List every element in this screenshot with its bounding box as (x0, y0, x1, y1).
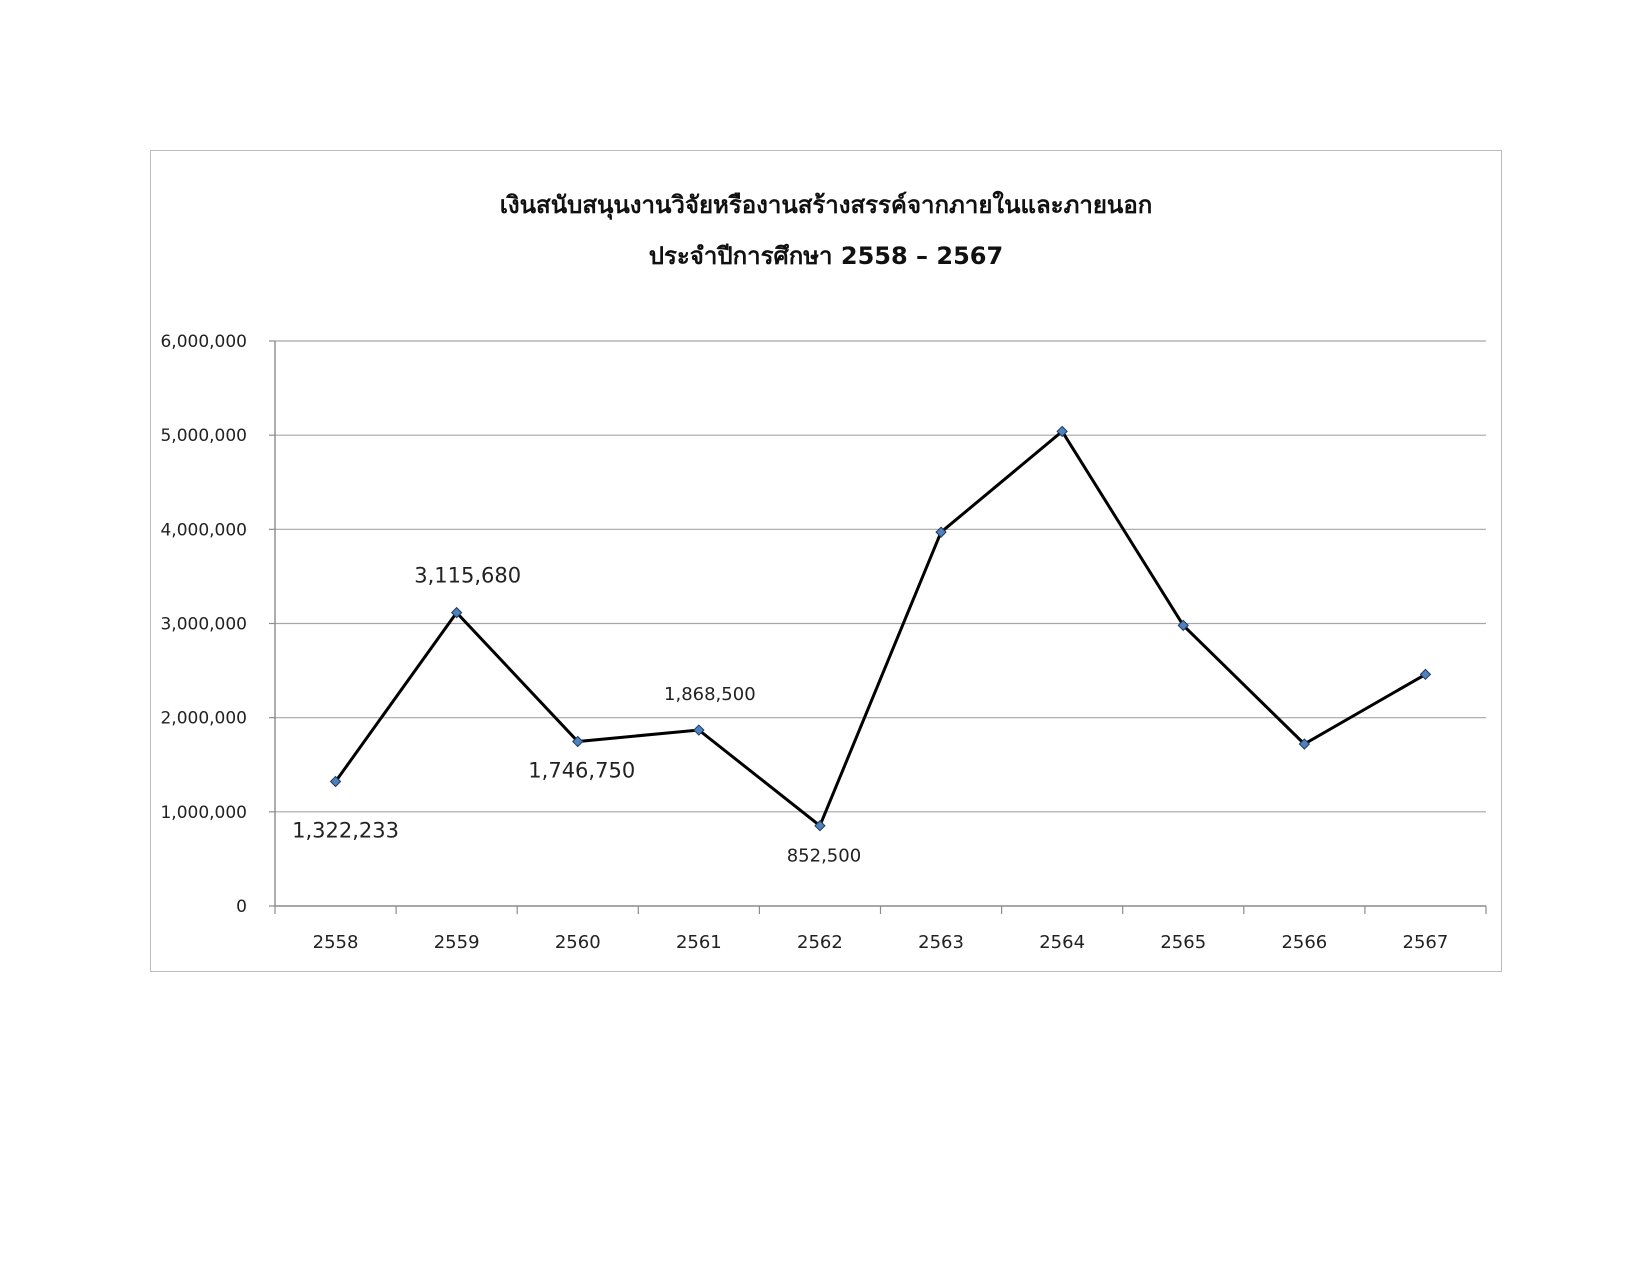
y-tick-label: 6,000,000 (160, 332, 247, 352)
data-point-marker (329, 775, 342, 788)
y-tick-labels: 0 1,000,000 2,000,000 3,000,000 4,000,000 5,0… (160, 332, 247, 917)
y-tick-label: 1,000,000 (160, 803, 247, 823)
x-tick-label: 2566 (1281, 932, 1327, 953)
data-point-marker (935, 526, 947, 538)
x-tick-label: 2563 (918, 932, 964, 953)
x-tick-label: 2562 (797, 932, 843, 953)
x-tick-label: 2561 (676, 932, 722, 953)
series-line (334, 429, 1427, 829)
y-tick-label: 5,000,000 (160, 426, 247, 446)
data-point-marker (1056, 425, 1068, 438)
data-label: 3,115,680 (414, 564, 521, 588)
data-point-marker (572, 735, 584, 748)
gridlines (275, 340, 1486, 813)
data-point-marker (1419, 668, 1432, 681)
y-tick-label: 0 (236, 897, 247, 917)
chart-title: เงินสนับสนุนงานวิจัยหรืองานสร้างสรรค์จาก… (499, 191, 1153, 219)
y-tick-label: 2,000,000 (160, 709, 247, 729)
data-label: 1,746,750 (528, 759, 635, 783)
data-label: 852,500 (787, 846, 861, 867)
x-tick-label: 2560 (555, 932, 601, 953)
x-tick-labels: 2558 2559 2560 2561 2562 2563 2564 2565 2566 2567 (313, 932, 1449, 953)
series-line-path (334, 429, 1427, 829)
data-point-marker (450, 606, 463, 619)
data-point-marker (814, 820, 826, 832)
data-label: 1,868,500 (664, 684, 756, 705)
data-markers (329, 425, 1432, 832)
x-tick-label: 2559 (434, 932, 480, 953)
y-tick-label: 3,000,000 (160, 615, 247, 635)
x-tick-label: 2564 (1039, 932, 1085, 953)
data-label: 1,322,233 (292, 818, 399, 842)
y-tick-label: 4,000,000 (160, 520, 247, 540)
chart-frame (150, 150, 1502, 972)
data-point-marker (1177, 619, 1189, 632)
x-tick-label: 2558 (313, 932, 359, 953)
x-tick-label: 2565 (1160, 932, 1206, 953)
x-tick-label: 2567 (1403, 932, 1449, 953)
data-point-marker (1298, 738, 1311, 750)
data-labels: 1,322,233 3,115,680 1,746,750 1,868,500 852,… (292, 564, 861, 867)
axes (269, 340, 1487, 914)
data-point-marker (693, 724, 705, 736)
chart-subtitle: ประจำปีการศึกษา 2558 – 2567 (648, 242, 1004, 270)
